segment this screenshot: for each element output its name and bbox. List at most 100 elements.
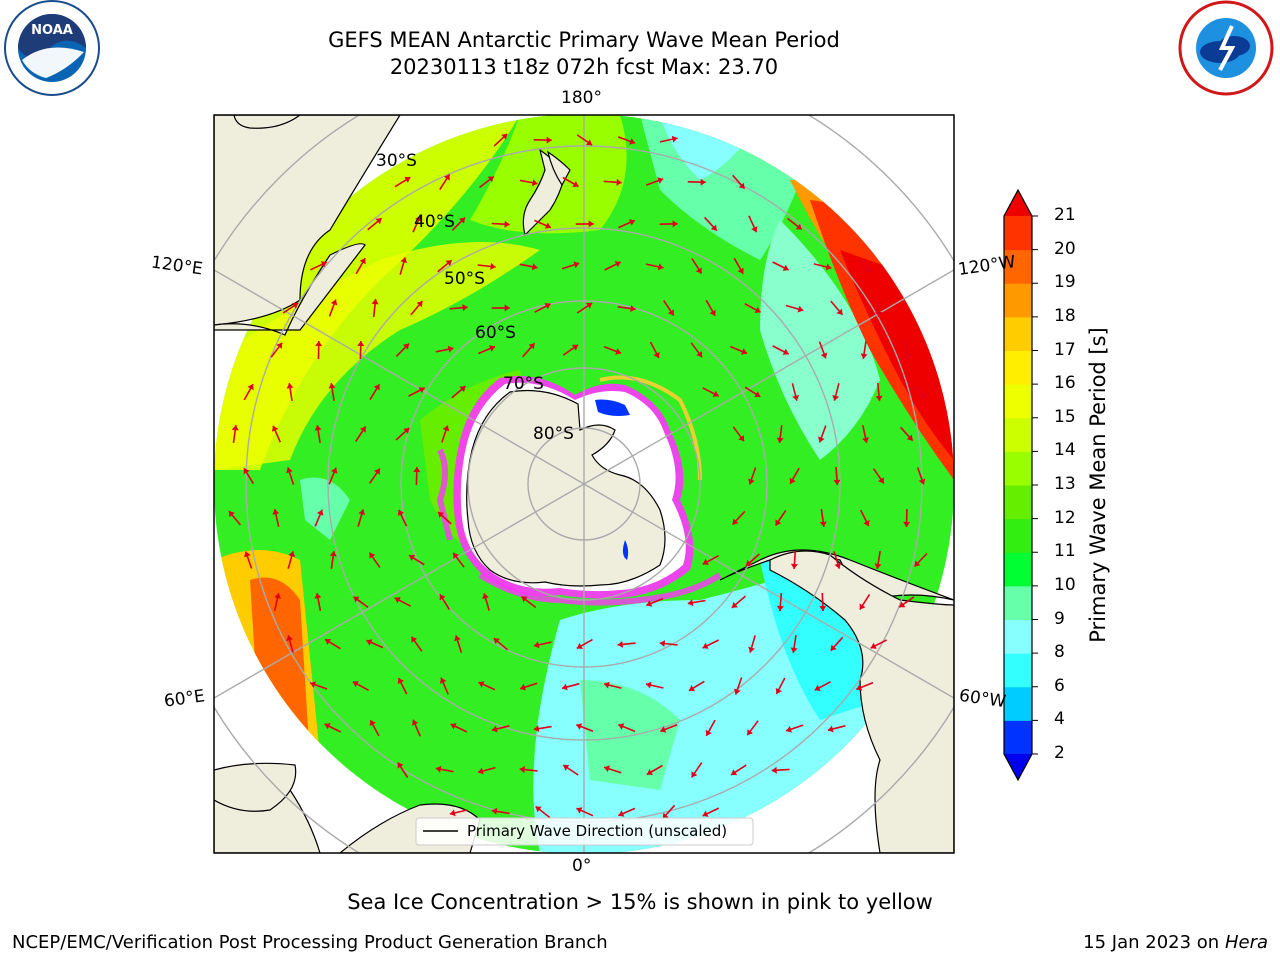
wave-arrow-head — [918, 478, 926, 485]
wave-arrow-head — [615, 348, 622, 355]
wave-arrow-head — [614, 261, 621, 268]
colorbar-segment — [1004, 720, 1032, 755]
wave-arrow-head — [493, 638, 500, 645]
colorbar-segment — [1004, 417, 1032, 452]
wave-arrow-head — [231, 425, 239, 431]
wave-arrow-head — [491, 725, 498, 733]
wave-arrow-head — [657, 177, 664, 184]
wave-arrow-head — [533, 641, 540, 649]
wave-arrow-head — [276, 342, 283, 349]
chart-title: GEFS MEAN Antarctic Primary Wave Mean Pe… — [328, 28, 840, 52]
wave-arrow-head — [731, 601, 738, 608]
wave-arrow-head — [737, 267, 744, 274]
wave-arrow-head — [702, 810, 709, 817]
colorbar-tick-label: 13 — [1054, 474, 1076, 494]
wave-arrow-head — [314, 593, 322, 599]
colorbar-tick-label: 2 — [1054, 743, 1065, 763]
wave-arrow-head — [324, 723, 331, 730]
colorbar-segment — [1004, 216, 1032, 251]
wave-arrow-head — [786, 726, 792, 733]
wave-arrow-head — [748, 478, 755, 485]
wave-arrow-head — [544, 222, 551, 229]
wave-arrow-head — [576, 807, 583, 814]
wave-arrow-head — [535, 806, 542, 813]
wave-arrow-head — [454, 635, 461, 642]
wave-arrow-head — [832, 395, 840, 401]
wave-arrow-head — [671, 135, 678, 143]
wave-arrow-head — [741, 348, 747, 355]
wave-arrow-head — [411, 719, 419, 726]
wave-arrow-head — [920, 392, 927, 399]
wave-arrow-head — [646, 769, 653, 775]
colorbar — [1003, 188, 1038, 782]
wave-arrow-head — [731, 769, 738, 776]
wave-arrow-head — [409, 554, 416, 561]
wave-arrow-head — [359, 258, 366, 265]
wave-arrow-head — [630, 305, 636, 312]
wave-arrow-head — [687, 599, 694, 607]
wave-arrow-head — [572, 181, 579, 187]
wave-arrow-head — [653, 351, 660, 358]
wave-arrow-head — [528, 343, 535, 350]
wave-arrow-head — [747, 729, 753, 736]
wave-arrow-head — [659, 640, 666, 647]
wave-arrow-head — [904, 353, 911, 359]
wave-arrow-head — [657, 263, 664, 271]
colorbar-segment — [1004, 350, 1032, 385]
wave-arrow-head — [646, 600, 653, 607]
wave-arrow-head — [369, 720, 376, 727]
colorbar-title: Primary Wave Mean Period [s] — [1086, 327, 1110, 643]
wave-arrow-head — [374, 468, 380, 475]
colorbar-tick-label: 10 — [1054, 574, 1076, 595]
colorbar-segment — [1004, 686, 1032, 721]
colorbar-segment — [1004, 316, 1032, 351]
lat-label-30s: 30°S — [376, 151, 417, 171]
chart-subtitle: 20230113 t18z 072h fcst Max: 23.70 — [389, 55, 779, 79]
wave-arrow-head — [438, 512, 445, 518]
wave-arrow-head — [244, 551, 251, 558]
colorbar-tick-label: 11 — [1054, 541, 1076, 562]
sea-ice-caption: Sea Ice Concentration > 15% is shown in … — [347, 890, 933, 914]
wave-arrow-head — [546, 136, 552, 144]
wave-arrow-head — [274, 593, 281, 599]
wave-arrow-head — [586, 302, 593, 309]
wave-arrow-head — [790, 563, 798, 569]
wave-arrow-head — [862, 437, 869, 443]
wave-arrow-head — [751, 226, 758, 233]
wave-arrow-head — [696, 351, 703, 358]
wave-arrow-head — [668, 309, 674, 316]
colorbar-segment — [1004, 384, 1032, 419]
wave-arrow-head — [914, 560, 921, 567]
wave-arrow-head — [818, 436, 825, 443]
lat-label-80s: 80°S — [533, 424, 574, 444]
wave-arrow-head — [875, 395, 883, 401]
wave-arrow-head — [520, 683, 526, 691]
wave-arrow-head — [491, 807, 498, 815]
wave-arrow-head — [738, 182, 745, 189]
wave-arrow-head — [775, 687, 782, 694]
wave-arrow-head — [792, 395, 800, 401]
wave-arrow-head — [315, 341, 323, 347]
colorbar-tick-label: 21 — [1054, 205, 1076, 225]
wave-arrow-head — [403, 343, 409, 350]
lat-label-50s: 50°S — [444, 269, 485, 289]
wave-arrow-head — [710, 224, 717, 231]
wave-arrow-head — [712, 390, 719, 397]
wave-arrow-head — [411, 636, 418, 643]
wave-arrow-head — [501, 133, 508, 140]
colorbar-tick-label: 15 — [1054, 406, 1076, 427]
colorbar-segment — [1004, 249, 1032, 284]
lat-label-40s: 40°S — [414, 212, 455, 232]
wave-arrow-head — [571, 344, 579, 351]
colorbar-segment — [1004, 585, 1032, 620]
colorbar-tick-label: 6 — [1054, 675, 1065, 696]
wave-arrow-head — [864, 266, 871, 273]
wave-arrow-head — [628, 219, 635, 226]
wave-arrow-head — [286, 635, 293, 642]
wave-arrow-head — [776, 437, 784, 443]
wave-arrow-head — [856, 684, 863, 691]
wave-arrow-head — [875, 312, 883, 317]
wave-arrow-head — [603, 681, 610, 689]
colorbar-tick-label: 8 — [1054, 642, 1065, 663]
